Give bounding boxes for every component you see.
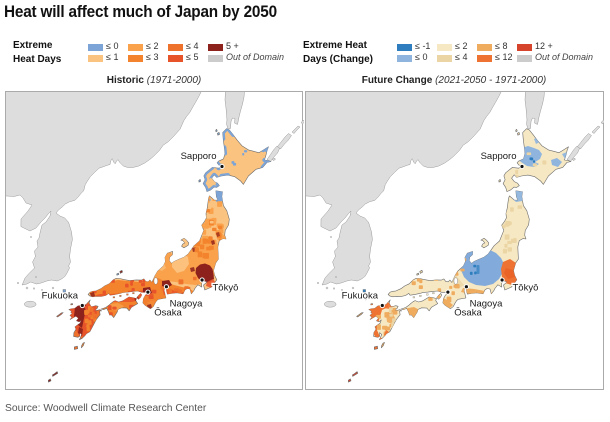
svg-text:Tōkyō: Tōkyō [512,283,538,294]
svg-text:Ōsaka: Ōsaka [454,308,482,319]
svg-text:Fukuoka: Fukuoka [341,291,378,302]
svg-text:Sapporo: Sapporo [480,151,516,162]
svg-text:Tōkyō: Tōkyō [213,283,239,294]
svg-text:Sapporo: Sapporo [181,151,217,162]
svg-text:Fukuoka: Fukuoka [42,291,79,302]
svg-text:Ōsaka: Ōsaka [154,308,182,319]
svg-text:Nagoya: Nagoya [469,299,502,310]
svg-text:Nagoya: Nagoya [170,299,203,310]
